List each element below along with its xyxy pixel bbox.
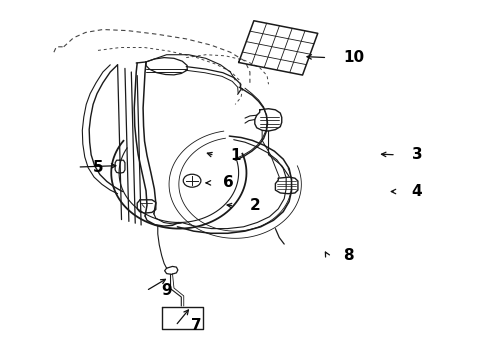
Text: 6: 6: [223, 175, 234, 190]
Text: 7: 7: [191, 318, 202, 333]
Text: 10: 10: [343, 50, 364, 65]
Text: 9: 9: [162, 283, 172, 298]
Text: 8: 8: [343, 248, 354, 263]
Text: 3: 3: [412, 147, 422, 162]
Text: 1: 1: [230, 148, 241, 163]
Text: 4: 4: [412, 184, 422, 199]
Text: 5: 5: [93, 159, 104, 175]
Text: 2: 2: [250, 198, 261, 213]
